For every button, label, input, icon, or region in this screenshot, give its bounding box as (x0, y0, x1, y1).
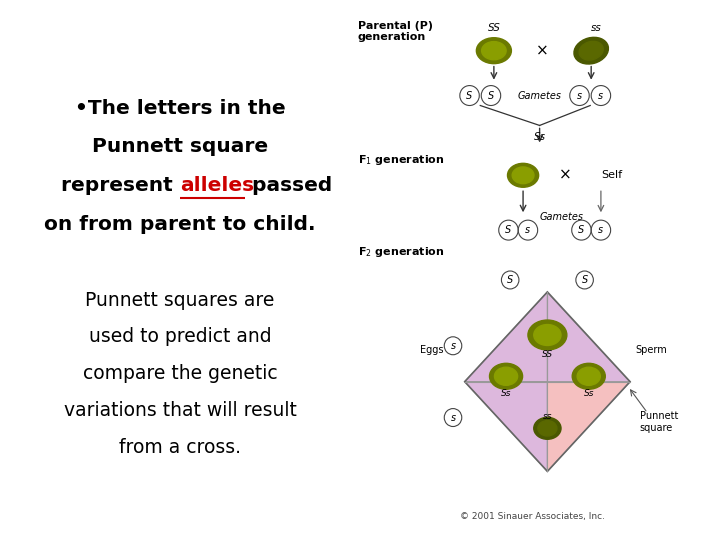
Ellipse shape (534, 417, 561, 439)
Text: F$_2$ generation: F$_2$ generation (358, 245, 444, 259)
Ellipse shape (577, 367, 600, 386)
Text: on from parent to child.: on from parent to child. (44, 215, 316, 234)
Text: s: s (598, 91, 603, 100)
Ellipse shape (477, 38, 511, 64)
Text: S: S (505, 225, 512, 235)
Text: Self: Self (601, 170, 622, 180)
Text: SS: SS (487, 23, 500, 33)
Ellipse shape (538, 421, 557, 436)
Text: Punnett squares are: Punnett squares are (85, 291, 275, 310)
Text: SS: SS (542, 350, 553, 360)
Text: ×: × (559, 168, 571, 183)
Polygon shape (547, 292, 630, 382)
Text: S: S (582, 275, 588, 285)
Text: passed: passed (245, 176, 332, 195)
Text: S: S (488, 91, 494, 100)
Ellipse shape (512, 167, 534, 184)
Ellipse shape (528, 320, 567, 350)
Ellipse shape (579, 42, 603, 60)
Text: Ss: Ss (583, 389, 594, 398)
Text: Parental (P)
generation: Parental (P) generation (358, 21, 433, 42)
Text: represent: represent (61, 176, 180, 195)
Text: s: s (451, 341, 456, 351)
Text: Ss: Ss (501, 389, 511, 398)
Text: F$_1$ generation: F$_1$ generation (358, 153, 444, 167)
Polygon shape (547, 382, 630, 471)
Text: from a cross.: from a cross. (119, 437, 241, 457)
Ellipse shape (572, 363, 606, 389)
Polygon shape (464, 292, 547, 382)
Ellipse shape (495, 367, 518, 386)
Text: Sperm: Sperm (635, 345, 667, 355)
Ellipse shape (482, 42, 506, 60)
Text: Eggs: Eggs (420, 345, 444, 355)
Text: alleles: alleles (180, 176, 254, 195)
Text: S: S (578, 225, 585, 235)
Ellipse shape (534, 325, 561, 346)
Text: S: S (507, 275, 513, 285)
Text: Gametes: Gametes (540, 212, 584, 222)
Text: compare the genetic: compare the genetic (83, 364, 277, 383)
Text: Punnett square: Punnett square (92, 137, 268, 157)
Text: Ss: Ss (534, 132, 546, 143)
Text: •The letters in the: •The letters in the (75, 98, 285, 118)
Text: variations that will result: variations that will result (63, 401, 297, 420)
Polygon shape (464, 382, 547, 471)
Text: used to predict and: used to predict and (89, 327, 271, 347)
Text: ×: × (536, 43, 549, 58)
Text: ss: ss (543, 412, 552, 421)
Text: Punnett
square: Punnett square (640, 411, 678, 433)
Text: s: s (577, 91, 582, 100)
Ellipse shape (574, 37, 608, 64)
Ellipse shape (508, 163, 539, 187)
Ellipse shape (490, 363, 523, 389)
Text: S: S (467, 91, 473, 100)
Text: ss: ss (590, 23, 601, 33)
Text: s: s (598, 225, 603, 235)
Text: s: s (526, 225, 531, 235)
Text: © 2001 Sinauer Associates, Inc.: © 2001 Sinauer Associates, Inc. (460, 512, 606, 521)
Text: s: s (451, 413, 456, 422)
Text: Gametes: Gametes (518, 91, 562, 100)
